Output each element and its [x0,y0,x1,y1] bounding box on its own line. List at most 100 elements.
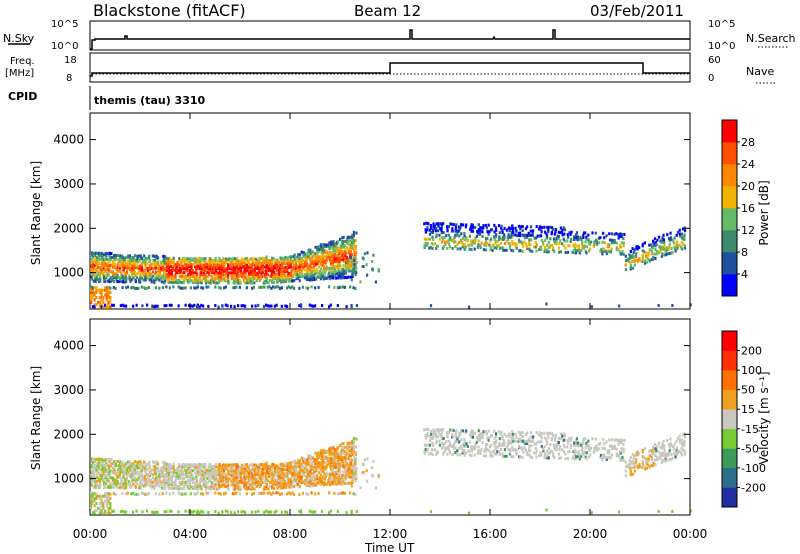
power-cell [109,277,112,281]
velocity-cell [129,485,132,489]
power-cell [611,240,615,244]
velocity-cell [257,469,260,473]
velocity-cell [611,444,615,448]
power-cell [251,304,254,308]
velocity-cell [225,467,228,471]
power-cell [517,238,521,242]
power-cell [201,278,204,282]
power-cell [121,275,125,279]
velocity-cell [92,465,95,469]
power-cell [325,255,328,259]
velocity-cell [431,452,434,456]
power-cell [350,255,353,259]
velocity-cell [265,475,268,479]
velocity-cell [232,471,235,475]
power-cell [620,233,623,237]
power-cell [440,240,444,244]
power-cell [272,280,276,284]
velocity-cell [132,491,135,495]
power-cell [552,227,555,231]
power-cell [320,259,323,263]
power-cell [587,238,590,242]
velocity-cell [456,449,459,453]
power-cell [95,288,98,292]
power-cell [444,242,447,246]
velocity-cell [494,447,497,451]
power-cell [448,238,452,242]
power-cell [204,258,207,262]
velocity-cell [215,473,218,477]
velocity-cell [509,448,512,452]
power-cell [321,249,324,253]
velocity-cell [265,479,268,483]
power-cell [573,237,576,241]
velocity-cell [570,443,573,447]
velocity-cell [175,477,179,481]
velocity-cell [335,450,338,454]
power-cell [125,262,129,266]
velocity-cell [362,463,365,467]
velocity-cell [114,492,117,496]
velocity-cell [106,471,109,475]
velocity-cell [340,473,343,477]
velocity-cell [302,457,306,461]
power-cell [109,258,112,262]
power-cell [505,239,508,243]
power-cell [222,273,225,277]
power-cell [165,256,168,260]
power-cell [174,275,177,279]
power-cell [352,268,355,272]
power-cell [152,274,155,278]
power-cell [340,285,343,289]
velocity-cell [104,494,107,498]
velocity-cell [119,510,122,514]
power-cell [653,252,656,256]
power-cell [473,225,477,229]
velocity-cell [498,437,501,441]
power-cell [124,271,127,275]
velocity-cell [168,483,171,487]
power-cell [181,264,185,268]
velocity-cell [515,448,518,452]
power-cell [683,229,687,233]
search-label: N.Search [746,32,796,45]
velocity-cell [347,469,351,473]
velocity-cell [617,442,620,446]
velocity-cell [90,483,94,487]
velocity-cell [298,510,301,514]
velocity-cell [149,478,153,482]
velocity-cell [510,433,513,437]
power-cell [116,254,120,258]
velocity-cell [615,438,618,442]
velocity-cell [127,465,130,469]
power-cell [340,242,343,246]
power-cell [452,223,455,227]
velocity-cell [283,479,286,483]
velocity-cell [293,485,296,489]
power-cell [342,240,345,244]
power-cell [440,222,443,226]
power-cell [329,257,332,261]
power-cell [682,242,685,246]
velocity-cell [306,480,309,484]
velocity-cell [233,477,237,481]
velocity-cell [275,484,279,488]
power-cell [102,257,105,261]
power-cell [245,259,249,263]
velocity-cell [249,483,252,487]
velocity-cell [105,511,108,515]
power-cell [678,243,681,247]
velocity-cell [237,467,240,471]
velocity-cell [228,472,231,476]
power-cell [213,279,216,283]
power-cell [230,267,233,271]
power-cell [348,235,351,239]
velocity-cell [333,472,337,476]
colorbar-swatch [722,208,737,231]
power-cell [650,252,654,256]
velocity-cell [121,509,124,513]
velocity-cell [116,481,119,485]
velocity-cell [178,480,181,484]
velocity-cell [188,482,191,486]
velocity-cell [329,465,332,469]
